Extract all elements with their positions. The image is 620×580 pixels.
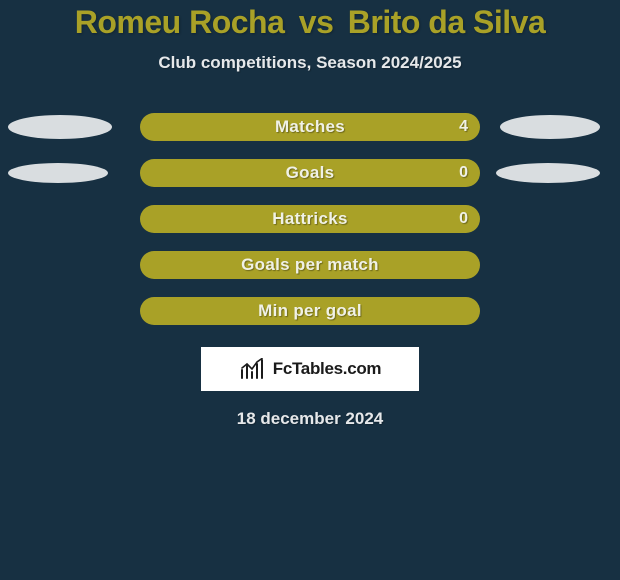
stat-label: Matches (275, 117, 345, 137)
stat-row: Goals 0 (0, 159, 620, 187)
stat-bar: Hattricks 0 (140, 205, 480, 233)
stat-row: Min per goal (0, 297, 620, 325)
stats-section: Matches 4 Goals 0 Hattricks 0 Goals per match M… (0, 113, 620, 325)
brand-text: FcTables.com (273, 359, 382, 379)
stat-label: Goals (286, 163, 335, 183)
brand-logo-icon (239, 358, 267, 380)
player2-name: Brito da Silva (348, 4, 546, 40)
value-ellipse-left (8, 115, 112, 139)
stat-bar: Goals 0 (140, 159, 480, 187)
stat-label: Goals per match (241, 255, 379, 275)
page-title: Romeu Rocha vs Brito da Silva (75, 4, 546, 41)
date-text: 18 december 2024 (237, 409, 384, 429)
stat-row: Hattricks 0 (0, 205, 620, 233)
brand-box[interactable]: FcTables.com (201, 347, 419, 391)
stat-label: Hattricks (272, 209, 347, 229)
stat-value: 4 (459, 118, 468, 136)
value-ellipse-right (500, 115, 600, 139)
value-ellipse-right (496, 163, 600, 183)
stat-bar: Min per goal (140, 297, 480, 325)
subtitle: Club competitions, Season 2024/2025 (158, 53, 461, 73)
stat-row: Matches 4 (0, 113, 620, 141)
stat-value: 0 (459, 210, 468, 228)
stat-value: 0 (459, 164, 468, 182)
comparison-card: Romeu Rocha vs Brito da Silva Club compe… (0, 0, 620, 580)
stat-row: Goals per match (0, 251, 620, 279)
stat-label: Min per goal (258, 301, 362, 321)
stat-bar: Goals per match (140, 251, 480, 279)
stat-bar: Matches 4 (140, 113, 480, 141)
player1-name: Romeu Rocha (75, 4, 285, 40)
value-ellipse-left (8, 163, 108, 183)
vs-text: vs (299, 4, 334, 40)
